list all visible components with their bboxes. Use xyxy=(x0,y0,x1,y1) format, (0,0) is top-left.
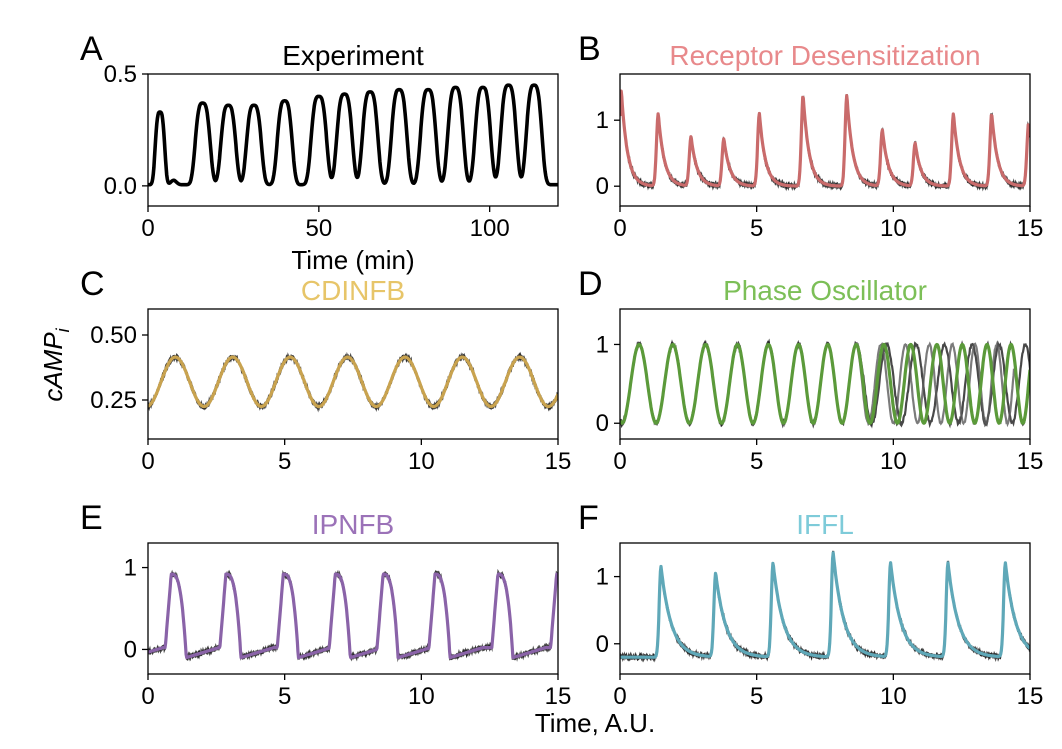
panel-title: IFFL xyxy=(796,509,854,540)
x-tick-label: 0 xyxy=(141,683,154,710)
replicate-trace xyxy=(620,92,1030,192)
axes-frame xyxy=(619,73,1031,207)
y-tick-label: 1 xyxy=(596,107,609,134)
panel-a: A Experiment 0 50 100 0.0 0.5 Time (min) xyxy=(80,30,559,275)
model-trace xyxy=(620,342,1030,425)
y-tick-label: 0 xyxy=(596,173,609,200)
x-tick-label: 15 xyxy=(1017,215,1044,242)
y-tick-label: 0.0 xyxy=(104,173,137,200)
y-tick-label: 1 xyxy=(596,564,609,591)
model-trace xyxy=(148,83,558,187)
panel-title: Receptor Desensitization xyxy=(669,40,980,71)
x-tick-label: 0 xyxy=(613,448,626,475)
model-trace xyxy=(620,89,1030,188)
x-tick-label: 10 xyxy=(880,683,907,710)
panel-letter: C xyxy=(80,265,105,303)
x-tick-label: 100 xyxy=(470,215,510,242)
x-tick-label: 5 xyxy=(278,683,291,710)
panel-letter: A xyxy=(80,30,103,68)
axes-frame xyxy=(619,542,1031,675)
x-tick-label: 15 xyxy=(545,683,572,710)
axes-frame xyxy=(619,308,1031,440)
x-tick-label: 0 xyxy=(613,683,626,710)
x-tick-label: 5 xyxy=(750,683,763,710)
shared-y-axis-label: cAMPi xyxy=(38,327,73,401)
panel-letter: F xyxy=(578,499,599,537)
x-tick-label: 0 xyxy=(141,448,154,475)
panel-title: Experiment xyxy=(282,40,424,71)
model-trace xyxy=(148,572,558,660)
y-tick-label: 1 xyxy=(124,555,137,582)
y-tick-label: 0 xyxy=(596,631,609,658)
panel-b: B Receptor Desensitization 0 5 10 15 0 1 xyxy=(578,30,1043,242)
x-tick-label: 5 xyxy=(750,215,763,242)
y-tick-label: 1 xyxy=(596,331,609,358)
replicate-trace xyxy=(620,92,1030,191)
x-tick-label: 15 xyxy=(1017,448,1044,475)
axes-frame xyxy=(147,73,559,207)
x-axis-label: Time (min) xyxy=(291,245,414,275)
panel-letter: B xyxy=(578,30,601,68)
x-tick-label: 50 xyxy=(305,215,332,242)
y-tick-label: 0.50 xyxy=(90,322,137,349)
axes-frame xyxy=(147,308,559,440)
x-tick-label: 0 xyxy=(141,215,154,242)
panel-letter: E xyxy=(80,499,103,537)
panel-title: IPNFB xyxy=(312,509,394,540)
replicate-trace xyxy=(620,91,1030,190)
model-trace xyxy=(148,355,558,409)
x-tick-label: 10 xyxy=(880,215,907,242)
panel-d: D Phase Oscillator 0 5 10 15 0 1 xyxy=(578,265,1044,475)
x-tick-label: 10 xyxy=(408,448,435,475)
panel-title: CDINFB xyxy=(301,275,405,306)
model-trace xyxy=(620,551,1030,659)
axes-frame xyxy=(147,542,559,675)
x-tick-label: 10 xyxy=(408,683,435,710)
y-tick-label: 0.25 xyxy=(90,387,137,414)
y-tick-label: 0.5 xyxy=(104,61,137,88)
y-tick-label: 0 xyxy=(596,410,609,437)
shared-x-axis-label: Time, A.U. xyxy=(535,708,655,738)
panel-title: Phase Oscillator xyxy=(723,275,927,306)
x-tick-label: 5 xyxy=(750,448,763,475)
shared-y-axis-label-subscript: i xyxy=(53,327,73,332)
x-tick-label: 10 xyxy=(880,448,907,475)
x-tick-label: 15 xyxy=(1017,683,1044,710)
x-tick-label: 15 xyxy=(545,448,572,475)
shared-y-axis-label-main: cAMP xyxy=(38,332,68,402)
x-tick-label: 5 xyxy=(278,448,291,475)
panel-c: C CDINFB 0 5 10 15 0.25 0.50 xyxy=(80,265,571,475)
x-tick-label: 0 xyxy=(613,215,626,242)
panel-e: E IPNFB 0 5 10 15 0 1 xyxy=(80,499,571,710)
panel-f: F IFFL 0 5 10 15 0 1 xyxy=(578,499,1043,710)
panel-letter: D xyxy=(578,265,603,303)
y-tick-label: 0 xyxy=(124,636,137,663)
